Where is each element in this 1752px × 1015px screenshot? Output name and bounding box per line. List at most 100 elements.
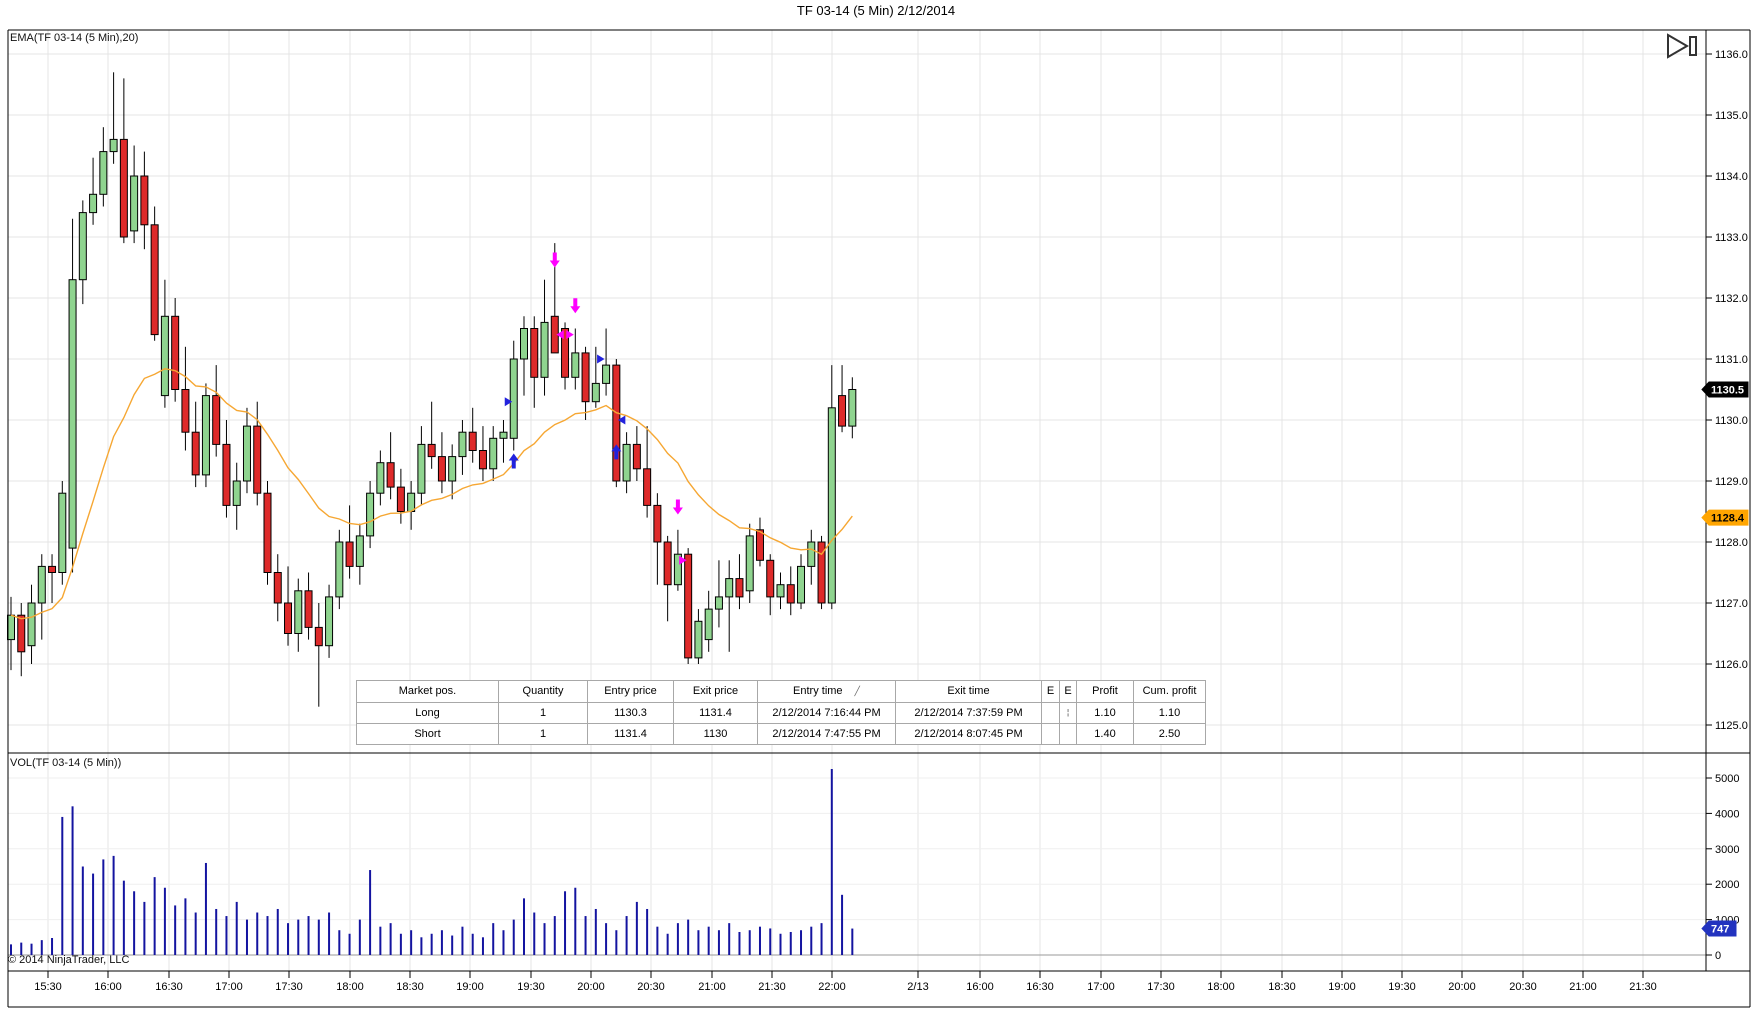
trade-table-header-profit[interactable]: Profit <box>1076 680 1134 703</box>
trade-table-cell <box>1041 702 1060 724</box>
candle-body <box>766 559 775 598</box>
volume-bar <box>266 916 269 955</box>
trade-table-header-exit-price[interactable]: Exit price <box>673 680 758 703</box>
last-volume-badge <box>1701 920 1737 937</box>
volume-bar <box>800 930 803 955</box>
volume-bar <box>61 816 64 955</box>
volume-bar <box>779 933 782 955</box>
time-axis-label: 20:00 <box>577 981 605 993</box>
time-axis-label: 2/13 <box>907 981 928 993</box>
volume-bar <box>174 905 177 955</box>
trade-table-cell: 1.40 <box>1076 723 1134 745</box>
volume-bar <box>122 880 125 955</box>
volume-bar <box>389 923 392 955</box>
candle-body <box>150 224 159 336</box>
playback-go-to-end-icon[interactable] <box>1664 32 1702 62</box>
volume-bar <box>235 901 238 955</box>
candle-body <box>37 565 46 604</box>
trade-table-header-e[interactable]: E <box>1041 680 1060 703</box>
volume-bar <box>728 923 731 955</box>
volume-bar <box>133 891 136 955</box>
volume-axis-label: 2000 <box>1715 879 1739 891</box>
candle-body <box>632 443 641 470</box>
candle-body <box>714 596 723 610</box>
candle-body <box>242 425 251 482</box>
trade-table-header-quantity[interactable]: Quantity <box>498 680 588 703</box>
time-axis-label: 17:30 <box>275 981 303 993</box>
time-axis-label: 21:00 <box>698 981 726 993</box>
volume-bar <box>102 859 105 955</box>
trade-table-header-entry-price[interactable]: Entry price <box>587 680 674 703</box>
volume-axis-label: 5000 <box>1715 773 1739 785</box>
price-axis-label: 1135.0 <box>1715 110 1748 122</box>
last-price-badge <box>1701 381 1749 398</box>
volume-bar <box>307 916 310 955</box>
volume-bar <box>523 898 525 955</box>
volume-bar <box>841 894 844 955</box>
candle-body <box>284 602 293 634</box>
volume-bar <box>20 942 23 955</box>
candle-body <box>109 138 118 153</box>
time-axis-label: 19:30 <box>517 981 545 993</box>
trade-table-cell <box>1059 723 1077 745</box>
candle-body <box>745 535 754 592</box>
candle-body <box>273 572 282 604</box>
candle-body <box>807 541 816 567</box>
volume-bar <box>51 938 54 955</box>
trade-marker-short-exit-signal <box>611 444 622 460</box>
volume-bar <box>112 855 115 955</box>
volume-bar <box>420 937 423 955</box>
candle-body <box>427 443 436 458</box>
candle-body <box>797 565 806 604</box>
trade-marker-long-entry-price <box>504 397 513 407</box>
candle-body <box>786 584 795 604</box>
trade-table-cell: 1130 <box>673 723 758 745</box>
trade-table-cell: ¦ <box>1059 702 1077 724</box>
volume-bar <box>276 908 279 955</box>
volume-bar <box>810 926 813 955</box>
candle-body <box>253 425 262 494</box>
price-axis-label: 1127.0 <box>1715 598 1748 610</box>
volume-indicator-label: VOL(TF 03-14 (5 Min)) <box>10 757 122 769</box>
candle-body <box>581 352 590 403</box>
candle-body <box>776 584 785 598</box>
ema-value-badge <box>1701 509 1749 526</box>
volume-bar <box>625 916 628 955</box>
volume-bar <box>10 944 12 955</box>
candle-body <box>725 578 734 598</box>
trade-table-header-entry-time[interactable]: Entry time ╱ <box>757 680 896 703</box>
candle-body <box>325 596 334 647</box>
time-axis-label: 17:00 <box>215 981 243 993</box>
time-axis-label: 18:30 <box>1268 981 1296 993</box>
trade-table-header-exit-time[interactable]: Exit time <box>895 680 1042 703</box>
end-bar-icon <box>1689 36 1697 56</box>
trade-table-header-cum-profit[interactable]: Cum. profit <box>1133 680 1206 703</box>
trade-table-cell: Long <box>356 702 499 724</box>
trade-table-header-market-pos-[interactable]: Market pos. <box>356 680 499 703</box>
volume-bar <box>738 931 741 955</box>
trade-table-cell: 1131.4 <box>587 723 674 745</box>
volume-bar <box>605 923 608 955</box>
trade-marker-long-exit-signal <box>549 252 560 268</box>
volume-bar <box>646 908 649 955</box>
volume-bar <box>379 926 382 955</box>
time-axis-label: 16:00 <box>94 981 122 993</box>
candle-body <box>520 328 528 360</box>
candle-body <box>78 212 87 281</box>
play-triangle-icon <box>1667 33 1689 59</box>
volume-bar <box>533 912 536 955</box>
volume-bar <box>830 769 833 955</box>
candle-body <box>694 620 703 659</box>
candle-body <box>355 535 364 567</box>
candle-body <box>140 175 149 226</box>
last-volume-badge-label: 747 <box>1711 924 1729 936</box>
trade-table-header-e[interactable]: E <box>1059 680 1077 703</box>
price-axis-label: 1136.0 <box>1715 49 1748 61</box>
candle-body <box>499 431 508 439</box>
trade-list-table: Market pos. Quantity Entry price Exit price… <box>356 680 1206 745</box>
volume-bar <box>697 930 700 955</box>
volume-bar <box>40 940 43 955</box>
volume-bar <box>287 923 290 955</box>
time-axis-label: 21:30 <box>758 981 786 993</box>
